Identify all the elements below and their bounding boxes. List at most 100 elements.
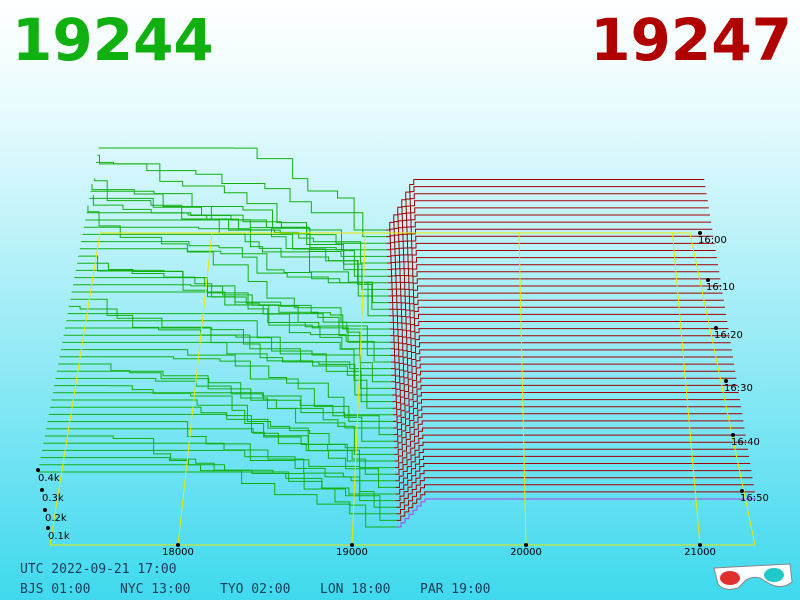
3d-glasses-icon[interactable]	[713, 563, 793, 590]
tick-dot	[714, 326, 718, 330]
tick-dot	[698, 543, 702, 547]
price-label: 19000	[336, 547, 368, 558]
ask-depth-line	[393, 399, 740, 436]
ask-depth-line	[389, 278, 721, 323]
tick-dot	[731, 433, 735, 437]
zone-time: BJS 01:00	[20, 582, 90, 597]
ask-depth-line	[392, 356, 733, 396]
tick-dot	[706, 278, 710, 282]
bid-depth-line	[52, 392, 395, 455]
ask-depth-line	[393, 392, 739, 429]
ask-depth-line	[395, 455, 750, 488]
ask-depth-line	[392, 377, 737, 416]
bid-depth-line	[48, 413, 395, 475]
ask-depth-line	[391, 342, 731, 383]
ask-depth-line	[390, 321, 728, 363]
ask-depth-line	[394, 420, 744, 455]
bid-depth-line	[59, 356, 393, 422]
time-label: 16:40	[731, 437, 760, 448]
depth-label: 0.1k	[48, 531, 70, 542]
bid-depth-line	[63, 334, 393, 403]
time-zones: BJS 01:00 NYC 13:00 TYO 02:00 LON 18:00 PAR …	[20, 582, 490, 597]
bid-depth-line	[55, 377, 394, 442]
ask-depth-line	[387, 214, 710, 264]
tick-dot	[40, 488, 44, 492]
bid-depth-line	[42, 449, 397, 508]
ask-depth-line	[395, 448, 748, 482]
ask-depth-line	[396, 477, 753, 508]
bid-depth-line	[90, 190, 388, 271]
ask-depth-line	[397, 498, 756, 528]
tick-dot	[698, 231, 702, 235]
bid-depth-line	[39, 464, 397, 521]
ask-depth-line	[394, 434, 746, 469]
bid-depth-line	[79, 248, 390, 323]
time-label: 16:00	[698, 235, 727, 246]
ask-depth-line	[395, 463, 751, 495]
bid-depth-line	[66, 320, 392, 389]
time-label: 16:30	[724, 383, 753, 394]
bid-depth-line	[51, 399, 395, 462]
depth-label: 0.4k	[38, 473, 60, 484]
grid-line	[518, 232, 527, 546]
ask-depth-line	[386, 200, 708, 251]
axis-labels: 18000 19000 20000 21000 16:00 16:10 16:20 16:30…	[36, 231, 769, 558]
tick-dot	[46, 526, 50, 530]
ask-depth-line	[390, 299, 724, 343]
ask-depth-line	[394, 413, 743, 449]
zone-time: NYC 13:00	[120, 582, 190, 597]
ask-depth-line	[386, 207, 709, 257]
bid-depth-line	[98, 147, 386, 231]
bid-depth-line	[65, 327, 392, 396]
ask-depth-line	[396, 470, 752, 502]
bid-depth-line	[46, 428, 396, 488]
time-label: 16:50	[740, 493, 769, 504]
bid-depth-line	[74, 277, 391, 350]
bid-price: 19244	[12, 6, 214, 74]
depth-label: 0.2k	[45, 513, 67, 524]
bid-depth-line	[83, 226, 389, 304]
bid-depth-line	[82, 233, 389, 310]
zone-time: LON 18:00	[320, 582, 390, 597]
ask-depth-line	[396, 491, 755, 521]
price-label: 20000	[510, 547, 542, 558]
grid-line	[177, 232, 213, 546]
ask-price: 19247	[590, 6, 792, 74]
ask-depth-line	[395, 441, 747, 475]
bid-depth-line	[91, 184, 387, 264]
ask-depth-line	[394, 427, 745, 462]
ask-depth-line	[391, 335, 730, 376]
grid-line	[672, 232, 701, 546]
ask-depth-line	[389, 292, 723, 337]
utc-time: UTC 2022-09-21 17:00	[20, 562, 177, 577]
bid-depth-line	[58, 363, 394, 429]
tick-dot	[36, 468, 40, 472]
bid-depth-line	[81, 241, 389, 317]
zone-time: TYO 02:00	[220, 582, 290, 597]
depth-label: 0.3k	[42, 493, 64, 504]
bid-depth-line	[62, 341, 393, 409]
ask-depth-line	[396, 484, 754, 515]
grid-line	[351, 232, 366, 546]
bid-depth-line	[54, 385, 394, 449]
ask-depth-line	[388, 250, 716, 297]
ask-depth-line	[392, 363, 735, 403]
bid-depth-line	[60, 349, 393, 416]
ask-depth-line	[393, 384, 738, 422]
bid-depth-line	[77, 262, 390, 337]
bid-depth-line	[86, 212, 388, 290]
tick-dot	[740, 489, 744, 493]
bid-depth-line	[47, 421, 396, 482]
time-label: 16:20	[714, 330, 743, 341]
bid-depth-line	[73, 284, 391, 356]
zone-time: PAR 19:00	[420, 582, 490, 597]
bid-depth-line	[40, 457, 397, 515]
tick-dot	[350, 543, 354, 547]
ask-depth-line	[392, 370, 736, 409]
ask-depth-line	[387, 228, 713, 277]
bid-depth-line	[67, 313, 392, 383]
depth-lines	[38, 147, 756, 528]
time-label: 16:10	[706, 282, 735, 293]
floor	[49, 232, 756, 546]
